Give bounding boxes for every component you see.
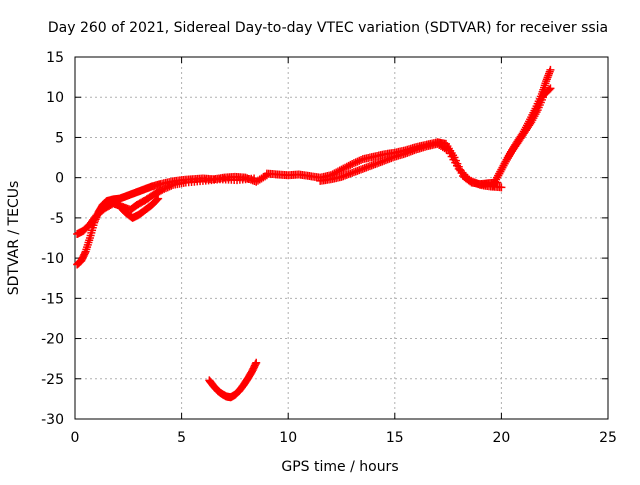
data-series bbox=[73, 174, 259, 238]
data-series bbox=[493, 65, 555, 182]
data-series bbox=[205, 358, 261, 402]
data-point bbox=[442, 145, 451, 154]
axis-ticks: 0 5 10 15 20 25 -30 -25 -20 -15 -10 -5 0 5 10 15 bbox=[41, 50, 617, 446]
data-point bbox=[353, 157, 362, 166]
data-point bbox=[346, 160, 355, 169]
y-tick-label: -5 bbox=[50, 211, 64, 227]
data-point bbox=[158, 185, 167, 194]
data-point bbox=[497, 183, 506, 192]
data-point bbox=[474, 180, 483, 189]
data-points bbox=[73, 65, 555, 402]
x-tick-label: 25 bbox=[599, 430, 617, 446]
x-tick-label: 5 bbox=[177, 430, 186, 446]
y-tick-label: -15 bbox=[41, 291, 64, 307]
y-tick-label: 10 bbox=[46, 90, 64, 106]
data-point bbox=[546, 84, 555, 93]
y-tick-label: -30 bbox=[41, 412, 64, 428]
data-point bbox=[165, 182, 174, 191]
y-tick-label: -10 bbox=[41, 251, 64, 267]
data-point bbox=[342, 162, 351, 171]
plot-frame bbox=[74, 56, 609, 420]
plot-border bbox=[74, 56, 609, 420]
y-axis-label: SDTVAR / TECUs bbox=[6, 181, 22, 296]
data-point bbox=[546, 65, 555, 74]
data-series bbox=[109, 194, 163, 222]
data-point bbox=[456, 166, 465, 175]
data-point bbox=[465, 176, 474, 185]
y-tick-label: -25 bbox=[41, 372, 64, 388]
y-tick-label: -20 bbox=[41, 332, 64, 348]
data-point bbox=[252, 358, 261, 367]
data-point bbox=[461, 172, 470, 181]
y-tick-label: 15 bbox=[46, 50, 64, 66]
x-tick-label: 0 bbox=[71, 430, 80, 446]
data-point bbox=[355, 156, 364, 165]
data-point bbox=[160, 184, 169, 193]
data-point bbox=[154, 194, 163, 203]
data-point bbox=[163, 183, 172, 192]
data-point bbox=[167, 181, 176, 190]
data-point bbox=[468, 177, 477, 186]
data-point bbox=[153, 195, 162, 204]
x-tick-label: 20 bbox=[492, 430, 510, 446]
data-point bbox=[348, 159, 357, 168]
data-point bbox=[349, 159, 358, 168]
data-point bbox=[460, 170, 469, 179]
data-point bbox=[454, 164, 463, 173]
data-point bbox=[344, 161, 353, 170]
data-point bbox=[467, 176, 476, 185]
x-tick-label: 10 bbox=[279, 430, 297, 446]
data-point bbox=[472, 179, 481, 188]
y-tick-label: 5 bbox=[55, 130, 64, 146]
data-point bbox=[250, 174, 259, 183]
x-axis-label: GPS time / hours bbox=[281, 459, 398, 475]
data-point bbox=[470, 178, 479, 187]
data-point bbox=[357, 155, 366, 164]
chart-title: Day 260 of 2021, Sidereal Day-to-day VTE… bbox=[48, 20, 608, 36]
x-tick-label: 15 bbox=[386, 430, 404, 446]
data-point bbox=[161, 184, 170, 193]
data-point bbox=[351, 158, 360, 167]
y-tick-label: 0 bbox=[55, 171, 64, 187]
data-point bbox=[458, 168, 467, 177]
data-point bbox=[339, 164, 348, 173]
data-point bbox=[337, 165, 346, 174]
data-point bbox=[335, 166, 344, 175]
data-point bbox=[341, 163, 350, 172]
